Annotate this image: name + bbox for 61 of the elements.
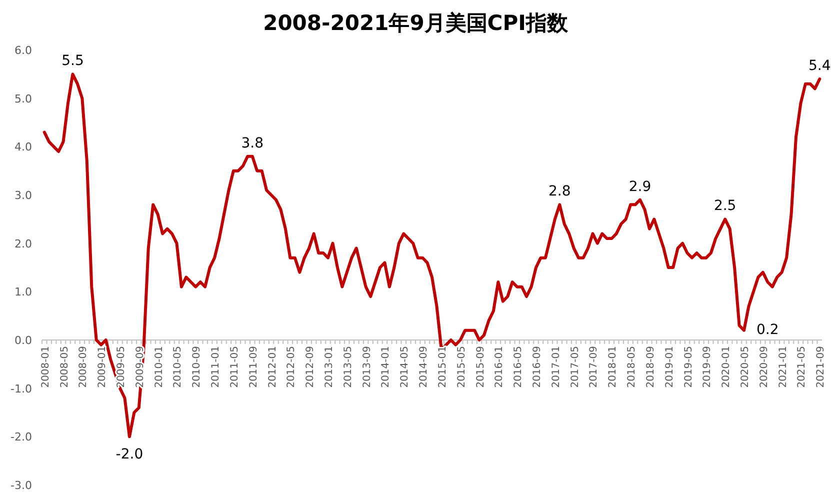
- data-label: 2.8: [548, 184, 571, 200]
- x-tick-label: 2014-09: [418, 346, 430, 388]
- x-tick-label: 2008-05: [59, 346, 70, 388]
- y-tick-label: -1.0: [10, 382, 32, 396]
- y-tick-label: 5.0: [14, 92, 32, 106]
- x-tick-label: 2017-01: [550, 346, 562, 388]
- x-tick-label: 2013-05: [342, 346, 354, 388]
- data-label: 5.5: [62, 53, 84, 70]
- data-label: -2.0: [116, 446, 144, 463]
- x-tick-label: 2019-01: [664, 346, 676, 388]
- y-tick-label: 2.0: [14, 237, 32, 250]
- x-tick-label: 2012-09: [305, 346, 316, 388]
- x-tick-label: 2020-05: [740, 346, 751, 388]
- x-tick-label: 2016-05: [513, 346, 524, 388]
- data-label: 0.2: [756, 322, 779, 338]
- x-tick-label: 2008-09: [78, 346, 90, 388]
- x-tick-label: 2014-05: [400, 346, 411, 388]
- x-tick-label: 2017-09: [588, 346, 600, 388]
- x-tick-label: 2012-05: [286, 346, 298, 388]
- x-tick-label: 2009-09: [134, 346, 146, 388]
- y-tick-label: -2.0: [10, 430, 32, 444]
- y-tick-label: 3.0: [14, 189, 32, 202]
- x-tick-label: 2011-01: [210, 346, 222, 388]
- y-tick-label: 6.0: [14, 44, 32, 57]
- data-label: 2.9: [628, 178, 652, 195]
- x-tick-label: 2011-05: [229, 346, 240, 388]
- x-tick-label: 2010-05: [172, 346, 184, 388]
- x-tick-label: 2018-05: [626, 346, 638, 388]
- x-tick-label: 2014-01: [380, 346, 392, 388]
- x-tick-label: 2010-01: [154, 346, 165, 388]
- x-tick-label: 2017-05: [570, 346, 581, 388]
- x-tick-label: 2015-05: [456, 346, 468, 388]
- y-tick-label: 0.0: [14, 334, 32, 347]
- x-tick-label: 2019-09: [702, 346, 714, 388]
- data-label: 2.5: [714, 198, 736, 214]
- y-tick-label: 1.0: [14, 286, 32, 299]
- y-tick-label: -3.0: [10, 479, 32, 492]
- data-label: 3.8: [241, 135, 264, 152]
- x-tick-label: 2016-01: [494, 346, 506, 388]
- x-tick-label: 2019-05: [683, 346, 694, 388]
- x-tick-label: 2020-01: [721, 346, 732, 388]
- x-tick-label: 2018-01: [608, 346, 619, 388]
- x-tick-label: 2016-09: [532, 346, 543, 388]
- x-tick-label: 2009-05: [116, 346, 127, 388]
- x-tick-label: 2008-01: [40, 346, 52, 388]
- x-tick-label: 2013-01: [324, 346, 335, 388]
- x-tick-label: 2011-09: [248, 346, 260, 388]
- x-tick-label: 2009-01: [97, 346, 108, 388]
- x-tick-label: 2015-01: [437, 346, 448, 388]
- x-tick-label: 2020-09: [758, 346, 770, 388]
- x-tick-label: 2013-09: [362, 346, 373, 388]
- data-label: 5.4: [808, 58, 831, 74]
- x-tick-label: 2021-05: [796, 346, 808, 388]
- x-tick-label: 2018-09: [645, 346, 656, 388]
- y-tick-label: 4.0: [14, 140, 32, 154]
- chart-title: 2008-2021年9月美国CPI指数: [263, 11, 569, 35]
- x-tick-label: 2015-09: [475, 346, 486, 388]
- x-tick-label: 2010-09: [192, 346, 203, 388]
- x-tick-label: 2012-01: [267, 346, 278, 388]
- x-tick-label: 2021-01: [778, 346, 789, 388]
- x-tick-label: 2021-09: [816, 346, 827, 388]
